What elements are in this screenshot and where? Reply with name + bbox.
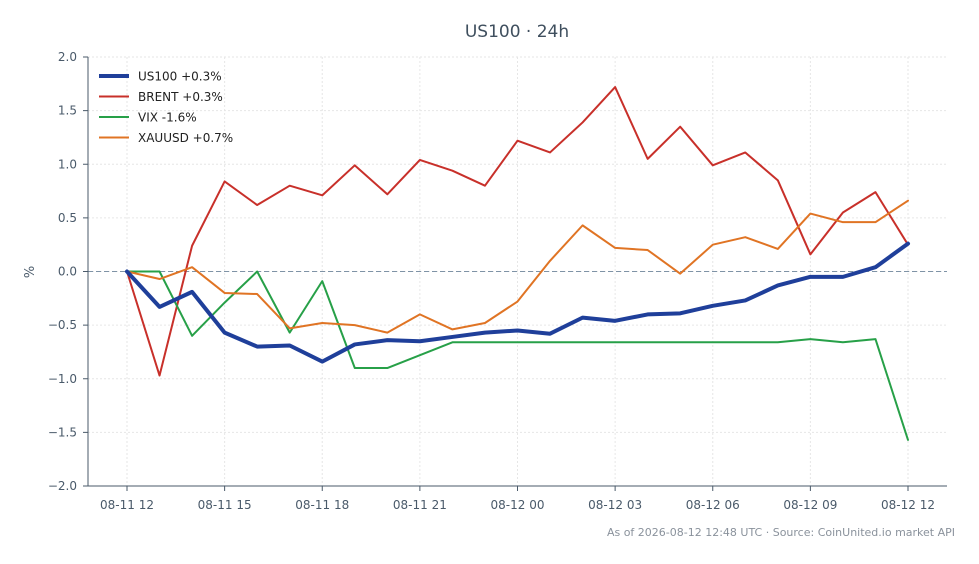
y-tick-label: −2.0 (48, 479, 77, 493)
y-tick-label: −1.5 (48, 425, 77, 439)
y-axis-label: % (23, 266, 38, 278)
series-line-brent (126, 86, 909, 377)
x-tick-label: 08-11 15 (198, 498, 252, 512)
series-line-us100 (125, 241, 910, 364)
x-tick-label: 08-12 12 (881, 498, 935, 512)
y-tick-label: −1.0 (48, 372, 77, 386)
y-tick-label: 2.0 (58, 50, 77, 64)
legend-label: VIX -1.6% (138, 111, 197, 125)
y-tick-label: 0.0 (58, 265, 77, 279)
chart-title: US100 · 24h (465, 22, 569, 42)
legend-label: BRENT +0.3% (138, 90, 223, 104)
series-line-xauusd (126, 199, 909, 334)
y-tick-label: 1.5 (58, 104, 77, 118)
gridlines (88, 56, 947, 487)
x-tick-label: 08-12 09 (783, 498, 837, 512)
axes: 2.0 1.5 1.0 0.5 0.0 −0.5 −1.0 −1.5 −2.0 08-11 12 0… (48, 50, 947, 512)
series-lines (125, 86, 910, 441)
x-tick-label: 08-12 06 (686, 498, 740, 512)
series-line-vix (126, 270, 909, 441)
x-tick-label: 08-11 21 (393, 498, 447, 512)
x-tick-label: 08-11 18 (295, 498, 349, 512)
x-tick-label: 08-11 12 (100, 498, 154, 512)
legend-label: XAUUSD +0.7% (138, 131, 233, 145)
x-tick-label: 08-12 00 (491, 498, 545, 512)
x-tick-label: 08-12 03 (588, 498, 642, 512)
y-tick-label: −0.5 (48, 318, 77, 332)
legend-label: US100 +0.3% (138, 70, 222, 84)
y-tick-label: 0.5 (58, 211, 77, 225)
legend: US100 +0.3% BRENT +0.3% VIX -1.6% XAUUSD +0… (99, 70, 233, 145)
y-tick-label: 1.0 (58, 157, 77, 171)
source-footer: As of 2026-08-12 12:48 UTC · Source: Coi… (606, 526, 955, 539)
